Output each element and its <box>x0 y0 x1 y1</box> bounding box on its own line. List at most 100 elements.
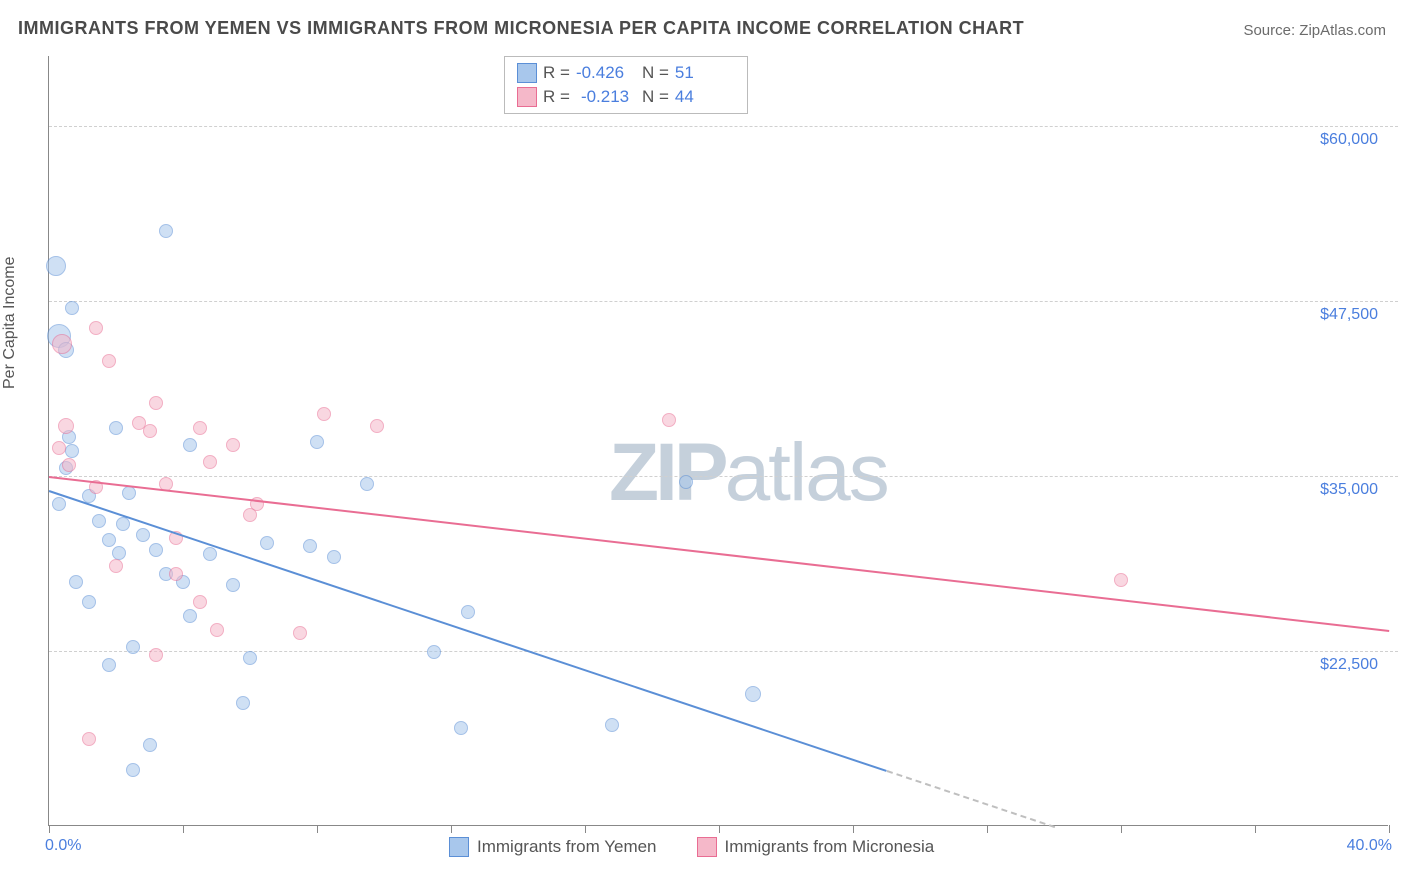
trend-line <box>49 476 1389 632</box>
scatter-point <box>65 301 79 315</box>
legend-swatch-1 <box>517 63 537 83</box>
legend-n-key: N = <box>642 87 669 107</box>
watermark-light: atlas <box>725 427 888 518</box>
scatter-point <box>236 696 250 710</box>
scatter-plot-area: ZIPatlas R = -0.426 N = 51 R = -0.213 N … <box>48 56 1388 826</box>
legend-bottom-swatch-2 <box>697 837 717 857</box>
x-tick-mark <box>1389 825 1390 833</box>
scatter-point <box>303 539 317 553</box>
scatter-point <box>745 686 761 702</box>
scatter-point <box>92 514 106 528</box>
scatter-point <box>1114 573 1128 587</box>
scatter-point <box>370 419 384 433</box>
legend-bottom-swatch-1 <box>449 837 469 857</box>
scatter-point <box>109 421 123 435</box>
x-axis-max-label: 40.0% <box>1347 837 1392 855</box>
y-tick-label: $60,000 <box>1320 131 1378 149</box>
source-attribution: Source: ZipAtlas.com <box>1243 22 1386 39</box>
y-tick-label: $47,500 <box>1320 306 1378 324</box>
legend-series-2-label: Immigrants from Micronesia <box>725 837 935 857</box>
scatter-point <box>203 455 217 469</box>
legend-n-value-2: 44 <box>675 87 735 107</box>
scatter-point <box>454 721 468 735</box>
legend-n-value-1: 51 <box>675 63 735 83</box>
scatter-point <box>210 623 224 637</box>
scatter-point <box>183 609 197 623</box>
chart-title: IMMIGRANTS FROM YEMEN VS IMMIGRANTS FROM… <box>18 18 1024 39</box>
scatter-point <box>82 732 96 746</box>
scatter-point <box>62 458 76 472</box>
scatter-point <box>293 626 307 640</box>
legend-swatch-2 <box>517 87 537 107</box>
scatter-point <box>102 354 116 368</box>
gridline-horizontal <box>49 126 1398 127</box>
scatter-point <box>143 424 157 438</box>
series-legend: Immigrants from Yemen Immigrants from Mi… <box>449 837 934 857</box>
x-tick-mark <box>987 825 988 833</box>
gridline-horizontal <box>49 301 1398 302</box>
scatter-point <box>605 718 619 732</box>
scatter-point <box>159 224 173 238</box>
correlation-legend: R = -0.426 N = 51 R = -0.213 N = 44 <box>504 56 748 114</box>
scatter-point <box>317 407 331 421</box>
scatter-point <box>193 421 207 435</box>
scatter-point <box>360 477 374 491</box>
x-tick-mark <box>853 825 854 833</box>
legend-row-series-1: R = -0.426 N = 51 <box>517 61 735 85</box>
x-tick-mark <box>317 825 318 833</box>
x-tick-mark <box>49 825 50 833</box>
scatter-point <box>126 640 140 654</box>
scatter-point <box>82 595 96 609</box>
legend-row-series-2: R = -0.213 N = 44 <box>517 85 735 109</box>
scatter-point <box>102 533 116 547</box>
scatter-point <box>149 648 163 662</box>
x-tick-mark <box>451 825 452 833</box>
scatter-point <box>116 517 130 531</box>
scatter-point <box>109 559 123 573</box>
scatter-point <box>169 567 183 581</box>
scatter-point <box>143 738 157 752</box>
scatter-point <box>52 441 66 455</box>
scatter-point <box>149 396 163 410</box>
x-axis-min-label: 0.0% <box>45 837 81 855</box>
y-tick-label: $35,000 <box>1320 481 1378 499</box>
scatter-point <box>52 497 66 511</box>
watermark-logo: ZIPatlas <box>609 426 888 520</box>
scatter-point <box>102 658 116 672</box>
scatter-point <box>243 508 257 522</box>
scatter-point <box>69 575 83 589</box>
scatter-point <box>226 438 240 452</box>
x-tick-mark <box>1121 825 1122 833</box>
scatter-point <box>310 435 324 449</box>
scatter-point <box>203 547 217 561</box>
gridline-horizontal <box>49 476 1398 477</box>
y-axis-label: Per Capita Income <box>1 256 19 389</box>
legend-item-1: Immigrants from Yemen <box>449 837 657 857</box>
legend-r-key: R = <box>543 63 570 83</box>
legend-r-value-1: -0.426 <box>576 63 636 83</box>
scatter-point <box>89 321 103 335</box>
x-tick-mark <box>585 825 586 833</box>
legend-r-value-2: -0.213 <box>576 87 636 107</box>
scatter-point <box>149 543 163 557</box>
scatter-point <box>679 475 693 489</box>
scatter-point <box>193 595 207 609</box>
scatter-point <box>243 651 257 665</box>
legend-n-key: N = <box>642 63 669 83</box>
scatter-point <box>58 418 74 434</box>
x-tick-mark <box>719 825 720 833</box>
scatter-point <box>136 528 150 542</box>
watermark-bold: ZIP <box>609 427 725 518</box>
trend-line-dashed <box>886 770 1054 828</box>
legend-r-key: R = <box>543 87 570 107</box>
scatter-point <box>226 578 240 592</box>
legend-item-2: Immigrants from Micronesia <box>697 837 935 857</box>
scatter-point <box>327 550 341 564</box>
scatter-point <box>65 444 79 458</box>
scatter-point <box>461 605 475 619</box>
scatter-point <box>46 256 66 276</box>
scatter-point <box>662 413 676 427</box>
scatter-point <box>52 334 72 354</box>
scatter-point <box>260 536 274 550</box>
x-tick-mark <box>183 825 184 833</box>
